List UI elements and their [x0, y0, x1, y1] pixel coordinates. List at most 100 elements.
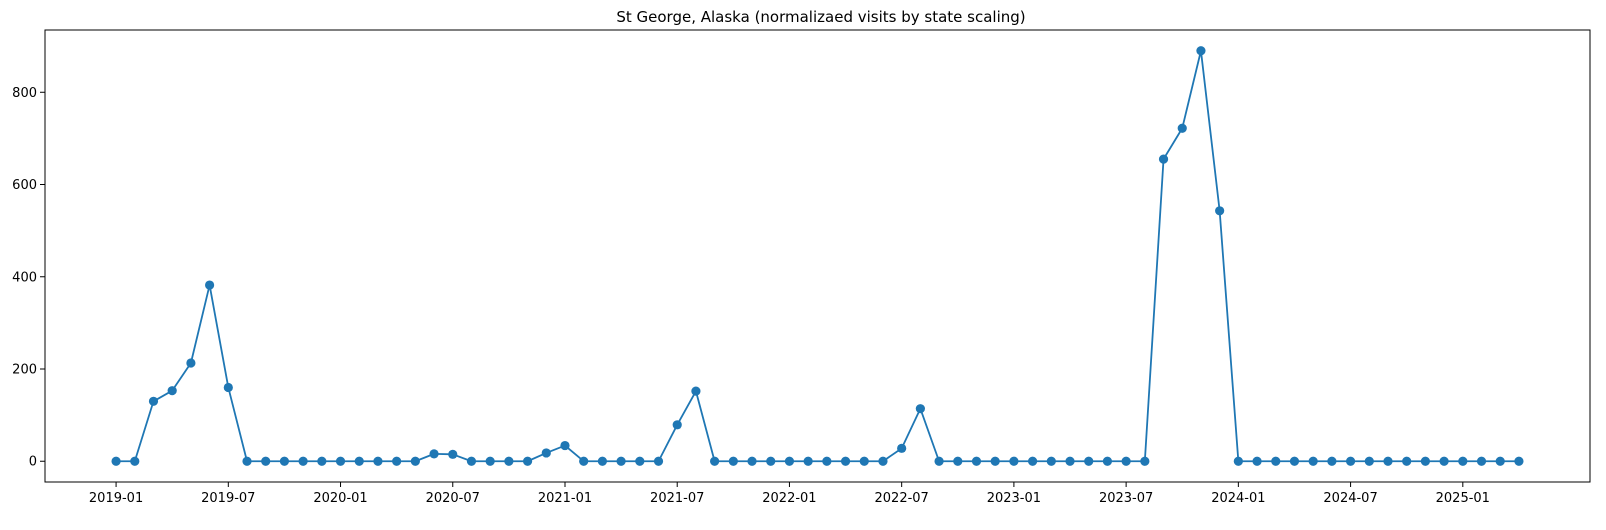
data-point-2021-04 [616, 456, 626, 466]
data-point-2023-09 [1158, 154, 1169, 164]
data-point-2019-08 [242, 456, 252, 466]
data-point-2022-05 [859, 456, 869, 466]
x-tick-label-3: 2020-07 [426, 491, 480, 506]
y-tick-label-0: 0 [29, 455, 37, 470]
data-point-2020-07 [448, 449, 458, 459]
x-tick-label-1: 2019-07 [201, 491, 255, 506]
x-tick-label-8: 2023-01 [987, 491, 1041, 506]
data-point-2025-04 [1514, 456, 1524, 466]
data-point-2021-06 [653, 456, 664, 466]
data-point-2020-04 [392, 456, 402, 466]
data-point-2021-10 [728, 456, 738, 466]
data-point-2019-11 [298, 456, 308, 466]
x-tick-label-4: 2021-01 [538, 491, 592, 506]
data-point-2020-11 [522, 456, 533, 466]
data-point-2020-01 [335, 456, 346, 466]
x-tick-label-5: 2021-07 [650, 491, 704, 506]
data-point-2024-07 [1345, 456, 1356, 466]
data-point-2019-07 [223, 382, 233, 393]
data-point-2019-12 [317, 456, 327, 466]
data-point-2019-03 [148, 396, 159, 406]
data-point-2019-09 [261, 456, 271, 466]
data-point-2022-01 [784, 456, 795, 466]
data-point-2024-05 [1308, 456, 1318, 466]
data-point-2024-02 [1252, 456, 1262, 466]
data-point-2025-01 [1458, 456, 1468, 466]
data-point-2022-10 [953, 456, 963, 466]
data-point-2023-06 [1102, 456, 1113, 466]
data-point-2024-09 [1383, 456, 1393, 466]
data-point-2024-04 [1289, 456, 1300, 466]
data-point-2024-03 [1271, 456, 1281, 466]
x-tick-label-11: 2024-07 [1323, 491, 1377, 506]
data-point-2020-03 [373, 456, 383, 466]
data-point-2019-06 [205, 280, 215, 290]
data-point-2023-11 [1196, 46, 1206, 56]
data-point-2021-08 [691, 386, 701, 396]
data-point-2022-11 [971, 456, 982, 466]
data-point-2019-05 [186, 358, 196, 368]
data-point-2021-12 [766, 456, 776, 466]
x-tick-label-6: 2022-01 [762, 491, 816, 506]
data-point-2021-03 [597, 456, 608, 466]
plot-area [111, 46, 1524, 466]
plot-frame [44, 29, 1591, 483]
y-tick-label-4: 800 [12, 86, 37, 101]
data-point-2021-07 [672, 420, 682, 430]
data-point-2020-08 [466, 456, 477, 466]
data-point-2023-08 [1140, 456, 1150, 466]
y-tick-label-1: 200 [12, 363, 37, 378]
chart-title: St George, Alaska (normalizaed visits by… [616, 8, 1025, 26]
data-point-2025-02 [1476, 456, 1487, 466]
data-point-2019-01 [111, 456, 121, 466]
data-point-2023-02 [1028, 456, 1038, 466]
data-point-2023-05 [1084, 456, 1094, 466]
data-point-2023-10 [1177, 123, 1187, 133]
data-point-2021-01 [560, 440, 570, 451]
x-tick-label-10: 2024-01 [1211, 491, 1265, 506]
data-point-2024-06 [1327, 456, 1337, 466]
x-tick-label-9: 2023-07 [1099, 491, 1153, 506]
data-point-2022-08 [915, 404, 925, 414]
data-point-2022-04 [840, 456, 851, 466]
data-point-2024-12 [1439, 456, 1449, 466]
data-point-2020-06 [429, 449, 439, 459]
y-tick-label-2: 400 [12, 270, 37, 285]
data-point-2020-02 [354, 456, 364, 466]
data-point-2019-02 [130, 456, 140, 466]
y-axis: 0 200 400 600 800 [12, 86, 45, 470]
data-point-2023-01 [1009, 456, 1019, 466]
data-point-2025-03 [1495, 456, 1505, 466]
data-point-2022-09 [934, 456, 944, 466]
data-point-2022-07 [897, 443, 907, 453]
data-point-2023-12 [1215, 206, 1225, 216]
data-point-2022-06 [878, 456, 888, 466]
data-point-2020-10 [504, 456, 514, 466]
data-point-2021-11 [747, 456, 757, 466]
data-point-2022-12 [990, 456, 1000, 466]
data-point-2023-03 [1046, 456, 1056, 466]
data-point-2024-11 [1420, 456, 1430, 466]
x-tick-label-12: 2025-01 [1436, 491, 1490, 506]
data-point-2023-07 [1121, 456, 1131, 466]
x-axis: 2019-01 2019-07 2020-01 2020-07 2021-01 2021-… [89, 482, 1490, 506]
data-point-2021-05 [635, 456, 645, 466]
x-tick-label-2: 2020-01 [313, 491, 367, 506]
y-tick-label-3: 600 [12, 178, 37, 193]
data-point-2023-04 [1065, 456, 1075, 466]
data-point-2022-02 [803, 456, 813, 466]
data-point-2020-05 [410, 456, 420, 466]
data-point-2020-09 [485, 456, 495, 466]
data-point-2021-09 [710, 456, 720, 466]
data-point-2020-12 [541, 448, 551, 458]
data-point-2019-10 [279, 456, 290, 466]
data-point-2024-10 [1402, 456, 1412, 466]
data-point-2021-02 [579, 456, 589, 466]
data-point-2024-01 [1233, 456, 1243, 466]
series-line [116, 49, 1519, 463]
data-point-2024-08 [1364, 456, 1374, 466]
x-tick-label-0: 2019-01 [89, 491, 143, 506]
x-tick-label-7: 2022-07 [875, 491, 929, 506]
